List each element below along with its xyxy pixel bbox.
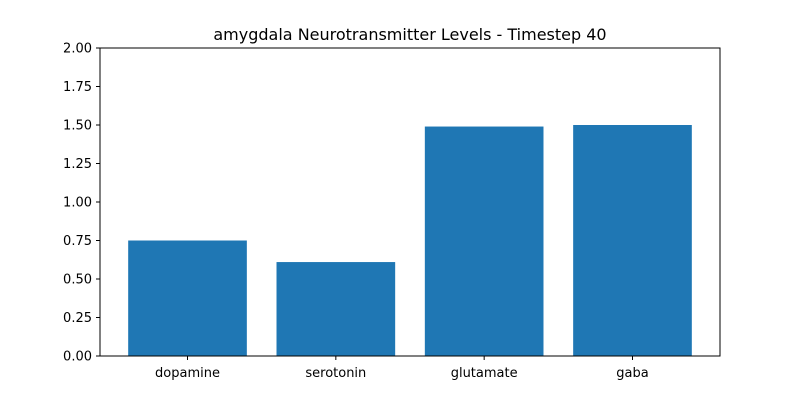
chart-title: amygdala Neurotransmitter Levels - Times… <box>213 25 606 44</box>
y-tick-label: 0.50 <box>63 273 92 288</box>
y-tick-label: 1.50 <box>63 119 92 134</box>
y-tick-label: 0.00 <box>63 350 92 365</box>
y-tick-label: 0.75 <box>63 234 92 249</box>
x-tick-label-serotonin: serotonin <box>305 366 366 381</box>
x-tick-label-glutamate: glutamate <box>451 366 518 381</box>
y-tick-label: 0.25 <box>63 311 92 326</box>
bars-group <box>128 125 692 356</box>
bar-glutamate <box>424 126 544 356</box>
plot-frame <box>99 47 721 357</box>
x-axis: dopamine serotonin glutamate gaba <box>155 356 649 381</box>
bar-serotonin <box>276 262 396 356</box>
y-tick-label: 2.00 <box>63 42 92 57</box>
y-tick-label: 1.75 <box>63 80 92 95</box>
y-tick-label: 1.25 <box>63 157 92 172</box>
bar-gaba <box>573 125 692 356</box>
x-tick-label-gaba: gaba <box>616 366 648 381</box>
x-tick-label-dopamine: dopamine <box>155 366 220 381</box>
bar-dopamine <box>128 240 247 356</box>
y-tick-label: 1.00 <box>63 196 92 211</box>
y-axis: 0.00 0.25 0.50 0.75 1.00 1.25 1.50 1.75 2.00 <box>63 42 100 365</box>
